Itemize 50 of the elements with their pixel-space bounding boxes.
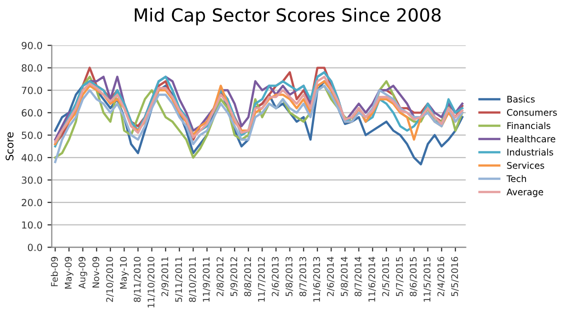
x-tick-label: 8/6/2015	[410, 257, 418, 296]
legend-label: Services	[507, 162, 544, 169]
x-tick-label: May-10	[120, 256, 129, 289]
legend-label: Basics	[507, 96, 535, 103]
x-tick-label: 5/8/2013	[286, 257, 294, 296]
x-tick-label: 2/9/2011	[161, 257, 169, 296]
x-tick-label: 2/4/2016	[437, 256, 445, 296]
x-tick-label: 8/10/2011	[188, 257, 197, 302]
x-tick-label: Nov-09	[92, 256, 100, 288]
x-tick-label: 2/6/2013	[272, 257, 280, 296]
x-tick-label: 2/10/2010	[106, 256, 114, 302]
x-tick-label: 11/6/2013	[313, 257, 321, 302]
y-tick-label: 50.0	[22, 132, 42, 139]
y-tick-label: 40.0	[22, 154, 42, 162]
y-tick-label: 90.0	[22, 42, 42, 50]
legend-label: Healthcare	[507, 135, 556, 142]
x-tick-label: 8/7/2013	[299, 257, 307, 296]
x-tick-label: 2/5/2015	[382, 257, 390, 296]
y-tick-label: 60.0	[22, 109, 42, 117]
x-tick-label: 5/9/2012	[230, 257, 238, 296]
x-tick-label: 11/9/2011	[202, 257, 210, 302]
x-tick-label: 8/8/2012	[244, 257, 252, 296]
x-tick-label: 11/7/2012	[258, 257, 266, 302]
y-tick-label: 80.0	[22, 64, 42, 72]
x-tick-label: 2/8/2012	[216, 257, 224, 296]
y-tick-label: 70.0	[22, 86, 42, 94]
legend-label: Financials	[507, 122, 550, 130]
x-tick-label: 5/5/2016	[451, 256, 459, 296]
x-tick-label: 8/11/2010	[134, 256, 142, 302]
y-tick-label: 20.0	[22, 198, 42, 206]
y-tick-label: 0.0	[28, 244, 42, 252]
x-tick-label: 5/7/2015	[396, 257, 404, 296]
x-tick-label: 11/10/2010	[148, 256, 156, 308]
y-tick-label: 10.0	[22, 221, 42, 229]
legend-label: Tech	[506, 175, 526, 182]
x-tick-label: 2/6/2014	[326, 256, 335, 296]
x-tick-label: Feb-09	[50, 256, 58, 286]
chart-title: Mid Cap Sector Scores Since 2008	[134, 8, 441, 26]
x-tick-label: 11/6/2014	[368, 256, 376, 302]
y-tick-label: 30.0	[22, 176, 42, 184]
x-tick-label: May-09	[64, 256, 74, 289]
legend-label: Industrials	[507, 148, 554, 156]
x-tick-label: 11/5/2015	[424, 257, 432, 302]
x-tick-label: 5/11/2011	[175, 257, 183, 302]
x-tick-label: 8/7/2014	[354, 256, 362, 296]
legend-label: Average	[506, 188, 544, 198]
y-axis-title: Score	[6, 132, 14, 160]
legend-label: Consumers	[507, 108, 557, 116]
x-tick-label: Aug-09	[78, 256, 88, 289]
x-tick-label: 5/8/2014	[340, 256, 348, 296]
